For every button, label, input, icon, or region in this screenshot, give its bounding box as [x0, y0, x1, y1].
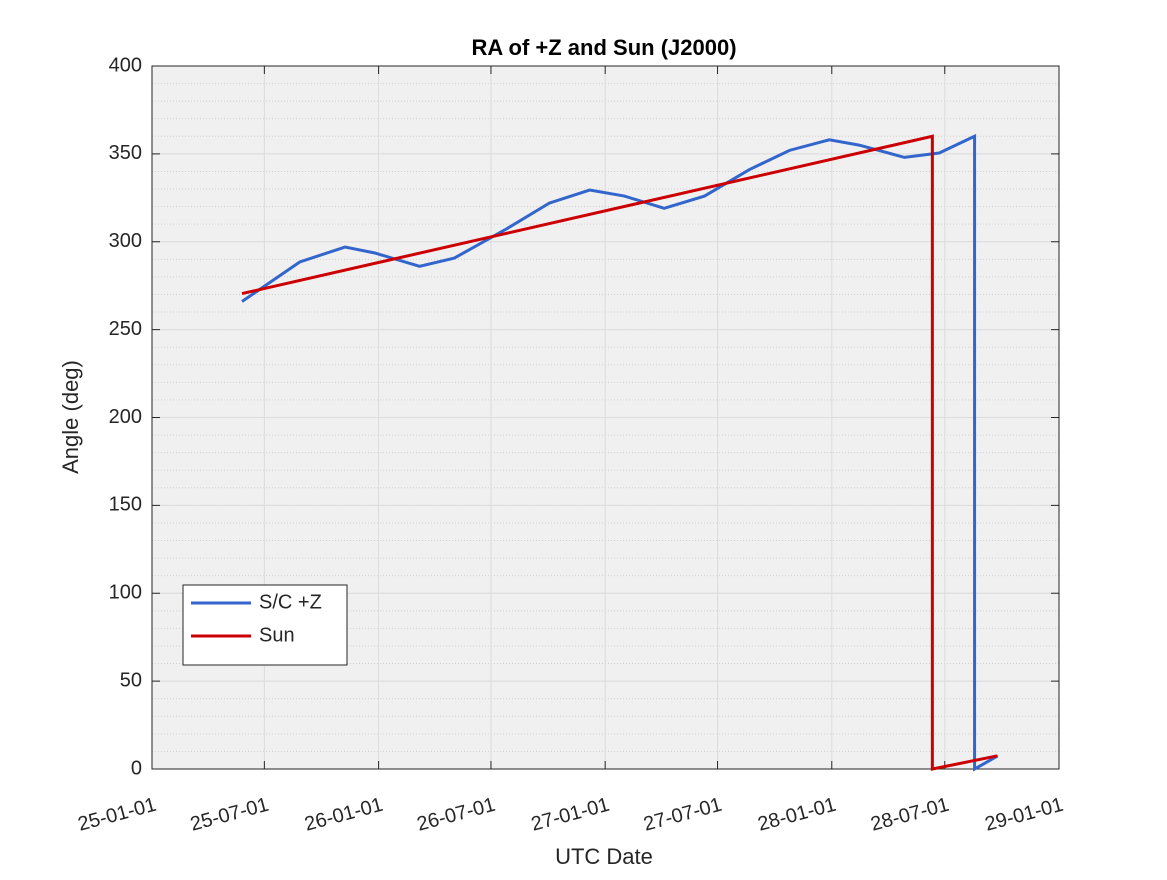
- legend-label: Sun: [259, 624, 295, 646]
- line: [241, 134, 998, 771]
- x-tick-label: 27-07-01: [641, 794, 724, 836]
- chart-title: RA of +Z and Sun (J2000): [471, 35, 736, 60]
- x-tick-label: 25-07-01: [188, 794, 271, 836]
- y-tick-label: 400: [109, 54, 142, 76]
- y-tick-label: 150: [109, 494, 142, 516]
- y-tick-label: 100: [109, 582, 142, 604]
- x-tick-label: 28-01-01: [755, 794, 838, 836]
- x-tick-label: 26-07-01: [415, 794, 498, 836]
- y-tick-label: 200: [109, 406, 142, 428]
- x-tick-label: 26-01-01: [302, 794, 385, 836]
- x-tick-label: 29-01-01: [983, 794, 1066, 836]
- line: [241, 133, 999, 772]
- x-axis-label: UTC Date: [555, 844, 653, 869]
- axes-box: [151, 65, 1060, 770]
- x-tick-label: 28-07-01: [868, 794, 951, 836]
- legend-box: [182, 584, 348, 666]
- y-tick-label: 250: [109, 318, 142, 340]
- x-tick-label: 25-01-01: [76, 794, 159, 836]
- legend-label: S/C +Z: [259, 591, 322, 613]
- y-tick-label: 50: [120, 669, 142, 691]
- y-tick-label: 350: [109, 142, 142, 164]
- y-tick-label: 300: [109, 230, 142, 252]
- y-axis-label: Angle (deg): [58, 360, 83, 474]
- y-tick-label: 0: [131, 757, 142, 779]
- x-tick-label: 27-01-01: [529, 794, 612, 836]
